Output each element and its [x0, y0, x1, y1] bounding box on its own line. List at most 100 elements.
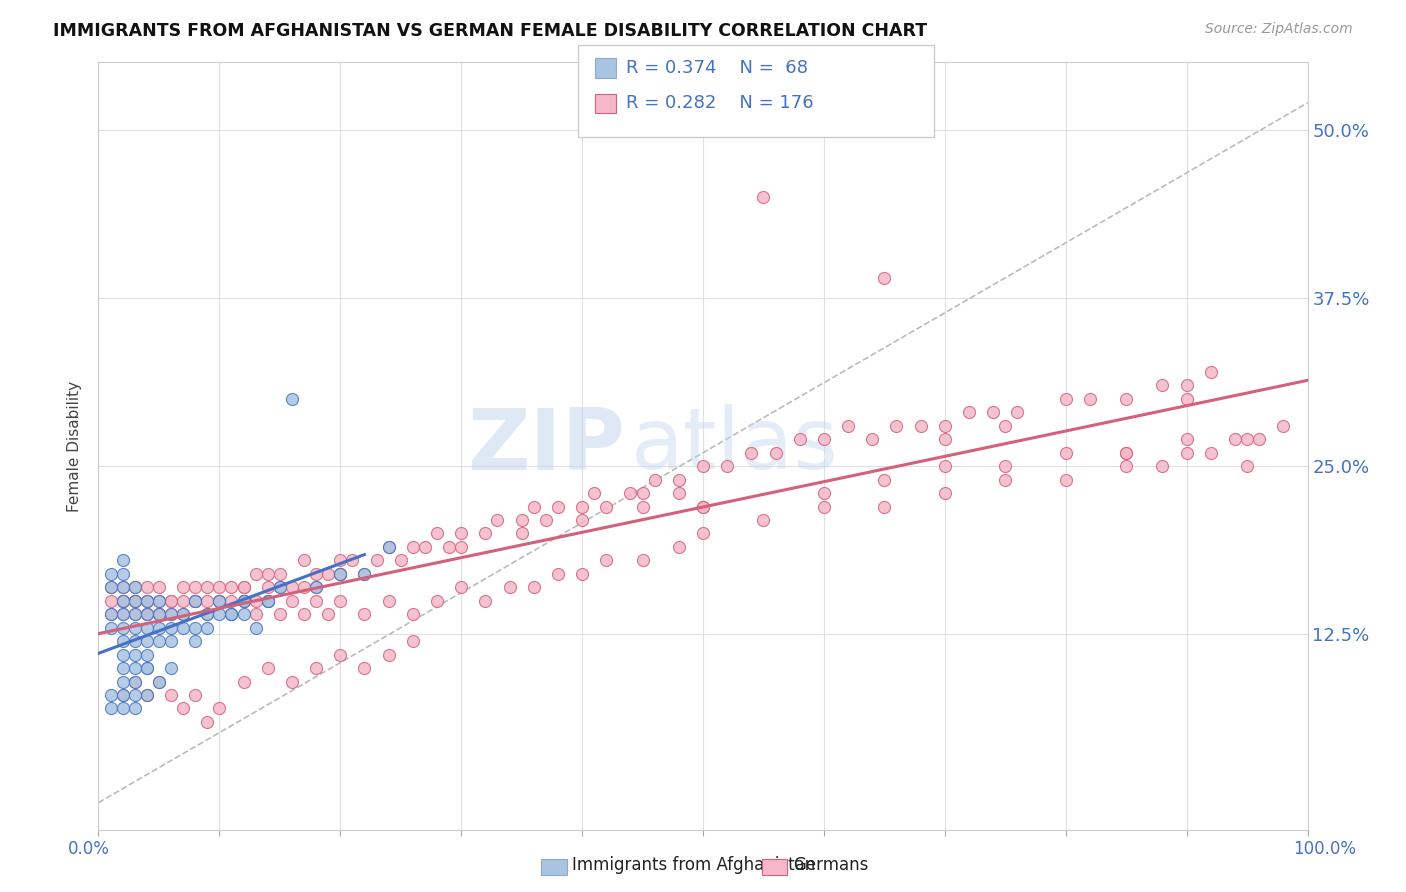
Point: [221, 594, 243, 608]
Point: [377, 594, 399, 608]
Point: [353, 607, 375, 622]
Text: IMMIGRANTS FROM AFGHANISTAN VS GERMAN FEMALE DISABILITY CORRELATION CHART: IMMIGRANTS FROM AFGHANISTAN VS GERMAN FE…: [53, 22, 928, 40]
Point: [124, 594, 146, 608]
Point: [232, 607, 254, 622]
Point: [100, 621, 122, 635]
Point: [316, 607, 339, 622]
Point: [474, 526, 496, 541]
Point: [208, 594, 231, 608]
Point: [377, 540, 399, 554]
Point: [305, 661, 328, 675]
Point: [256, 594, 278, 608]
Point: [160, 688, 183, 702]
Point: [160, 594, 183, 608]
Point: [402, 540, 425, 554]
Point: [100, 607, 122, 622]
Point: [402, 607, 425, 622]
Point: [305, 594, 328, 608]
Point: [329, 566, 352, 581]
Point: [124, 701, 146, 715]
Point: [195, 714, 218, 729]
Point: [135, 621, 157, 635]
Point: [160, 594, 183, 608]
Point: [994, 459, 1017, 474]
Point: [221, 607, 243, 622]
Point: [124, 594, 146, 608]
Point: [100, 607, 122, 622]
Point: [232, 580, 254, 594]
Point: [547, 500, 569, 514]
Point: [1236, 459, 1258, 474]
Point: [934, 459, 956, 474]
Point: [813, 486, 835, 500]
Point: [910, 418, 932, 433]
Point: [631, 500, 654, 514]
Point: [148, 594, 170, 608]
Point: [111, 594, 134, 608]
Point: [124, 674, 146, 689]
Point: [148, 607, 170, 622]
Point: [124, 580, 146, 594]
Text: R = 0.374    N =  68: R = 0.374 N = 68: [626, 59, 807, 77]
Point: [232, 594, 254, 608]
Point: [668, 473, 690, 487]
Point: [886, 418, 908, 433]
Point: [148, 594, 170, 608]
Point: [111, 674, 134, 689]
Point: [256, 661, 278, 675]
Point: [534, 513, 557, 527]
Point: [221, 580, 243, 594]
Point: [184, 688, 207, 702]
Point: [994, 418, 1017, 433]
Point: [148, 674, 170, 689]
Point: [124, 607, 146, 622]
Point: [668, 486, 690, 500]
Point: [957, 405, 980, 419]
Point: [547, 566, 569, 581]
Point: [208, 594, 231, 608]
Point: [111, 607, 134, 622]
Point: [281, 392, 304, 406]
Point: [329, 566, 352, 581]
Text: Germans: Germans: [793, 856, 869, 874]
Point: [100, 594, 122, 608]
Point: [269, 607, 291, 622]
Point: [486, 513, 509, 527]
Point: [981, 405, 1004, 419]
Point: [353, 661, 375, 675]
Point: [1175, 446, 1198, 460]
Point: [1007, 405, 1029, 419]
Point: [172, 621, 194, 635]
Point: [510, 513, 533, 527]
Point: [148, 621, 170, 635]
Point: [1115, 446, 1137, 460]
Point: [281, 674, 304, 689]
Point: [124, 580, 146, 594]
Text: atlas: atlas: [630, 404, 838, 488]
Point: [329, 553, 352, 567]
Point: [366, 553, 388, 567]
Point: [644, 473, 666, 487]
Point: [135, 580, 157, 594]
Point: [100, 701, 122, 715]
Point: [208, 607, 231, 622]
Point: [172, 580, 194, 594]
Text: 100.0%: 100.0%: [1294, 839, 1355, 857]
Point: [595, 553, 617, 567]
Point: [232, 594, 254, 608]
Point: [184, 580, 207, 594]
Point: [124, 607, 146, 622]
Point: [245, 594, 267, 608]
Point: [1152, 459, 1174, 474]
Point: [111, 661, 134, 675]
Point: [135, 661, 157, 675]
Point: [692, 500, 714, 514]
Point: [135, 594, 157, 608]
Point: [292, 580, 315, 594]
Point: [124, 634, 146, 648]
Point: [1115, 446, 1137, 460]
Point: [269, 580, 291, 594]
Point: [692, 526, 714, 541]
Text: R = 0.282    N = 176: R = 0.282 N = 176: [626, 95, 813, 112]
Point: [148, 674, 170, 689]
